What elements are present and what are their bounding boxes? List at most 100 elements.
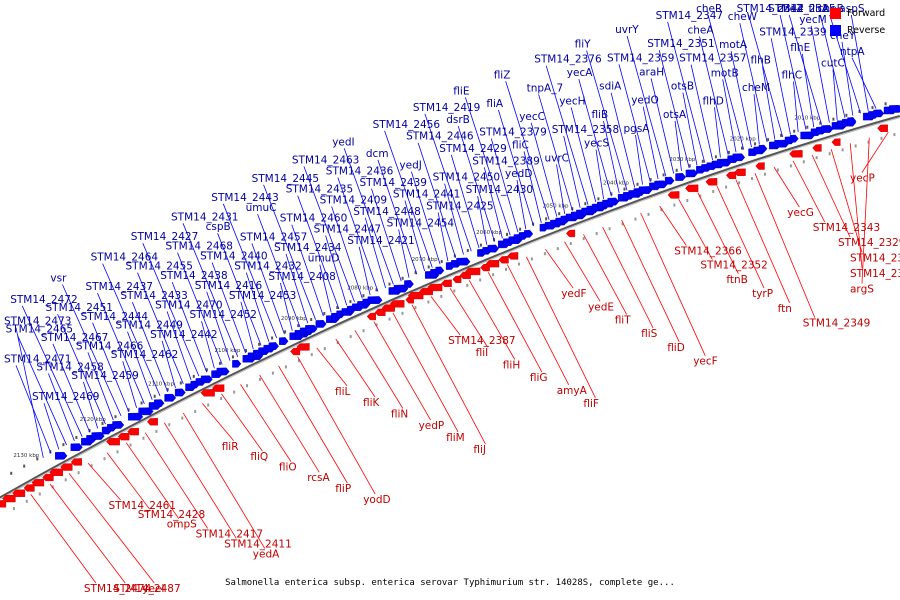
position-tick: [806, 125, 809, 129]
reverse-gene-label: STM14_2421: [347, 235, 414, 247]
position-tick: [246, 384, 248, 388]
reverse-leader-line: [177, 252, 223, 365]
reverse-gene-label: STM14_2460: [280, 213, 347, 225]
reverse-leader-line: [642, 106, 659, 180]
reverse-leader-line: [57, 313, 106, 425]
kbp-tick-label: 2090 kbp: [281, 316, 307, 322]
position-tick: [845, 113, 848, 117]
reverse-leader-line: [586, 50, 628, 191]
reverse-leader-line: [263, 184, 316, 320]
position-tick: [893, 133, 896, 137]
reverse-leader-line: [411, 171, 441, 265]
reverse-leader-line: [714, 107, 721, 158]
reverse-gene-label: STM14_2430: [466, 184, 533, 196]
forward-gene-arrow: [452, 275, 462, 283]
forward-gene-arrow: [498, 255, 509, 264]
position-tick: [466, 249, 469, 252]
position-tick: [558, 212, 561, 216]
reverse-gene-label: STM14_2325: [768, 3, 835, 15]
reverse-gene-arrow: [873, 109, 885, 118]
reverse-label: Reverse: [847, 25, 886, 36]
forward-leader-line: [697, 192, 739, 274]
reverse-gene-label: STM14_2455: [126, 261, 193, 273]
reverse-gene-label: STM14_2409: [320, 195, 387, 207]
reverse-gene-arrow: [732, 153, 746, 162]
reverse-gene-label: STM14_2468: [166, 241, 233, 253]
reverse-leader-line: [43, 403, 60, 450]
reverse-gene-arrow: [305, 324, 318, 333]
forward-gene-label: fliT: [615, 315, 632, 327]
reverse-leader-line: [483, 167, 503, 239]
position-tick: [23, 464, 26, 468]
reverse-leader-line: [217, 233, 262, 346]
reverse-leader-line: [142, 243, 200, 377]
forward-gene-label: fliN: [391, 409, 408, 421]
reverse-gene-arrow: [404, 280, 414, 288]
forward-gene-arrow: [212, 384, 225, 392]
reverse-gene-arrow: [315, 319, 327, 328]
forward-leader-line: [849, 143, 863, 268]
reverse-leader-line: [444, 183, 464, 255]
reverse-gene-label: STM14_2416: [195, 280, 263, 292]
reverse-leader-line: [820, 14, 846, 118]
position-tick: [142, 436, 145, 440]
reverse-gene-label: sdiA: [599, 81, 622, 93]
forward-leader-line: [297, 356, 376, 495]
position-tick: [220, 397, 223, 400]
reverse-gene-arrow: [70, 443, 83, 451]
reverse-leader-line: [523, 151, 542, 223]
position-tick: [310, 353, 313, 357]
reverse-gene-label: yecM: [799, 14, 827, 26]
reverse-leader-line: [358, 246, 371, 295]
reverse-gene-arrow: [685, 169, 698, 178]
position-tick: [349, 300, 352, 304]
forward-leader-line: [278, 365, 348, 484]
position-tick: [336, 306, 339, 309]
reverse-gene-label: fliA: [486, 98, 504, 110]
forward-leader-line: [678, 199, 713, 260]
position-tick: [375, 288, 378, 292]
forward-gene-arrow: [374, 308, 386, 316]
position-tick: [610, 192, 613, 196]
position-tick: [101, 422, 104, 426]
gene-labels: ntpAaspScheBcheYflhAcutCyecMcheZflhESTM1…: [4, 3, 900, 595]
forward-leader-line: [830, 148, 863, 253]
reverse-leader-line: [211, 262, 246, 354]
forward-swatch: [830, 8, 841, 19]
reverse-gene-label: vsr: [50, 273, 67, 285]
reverse-gene-label: uvrC: [545, 153, 570, 165]
position-tick: [181, 416, 184, 420]
forward-gene-label: fliF: [583, 398, 599, 410]
reverse-leader-line: [667, 21, 706, 163]
forward-gene-arrow: [31, 478, 45, 487]
reverse-leader-line: [424, 113, 472, 252]
reverse-leader-line: [793, 81, 799, 133]
position-tick: [675, 168, 678, 172]
forward-leader-line: [221, 393, 263, 452]
reverse-gene-label: fliC: [512, 139, 529, 151]
forward-leader-line: [811, 154, 851, 238]
reverse-leader-line: [15, 327, 44, 458]
reverse-gene-label: STM14_2441: [393, 189, 460, 201]
reverse-leader-line: [122, 361, 137, 409]
forward-gene-label: STM14_2474: [84, 583, 152, 595]
reverse-gene-label: STM14_2462: [111, 349, 178, 361]
position-tick: [153, 394, 156, 398]
forward-leader-line: [545, 248, 574, 289]
reverse-leader-line: [48, 373, 75, 442]
position-tick: [103, 457, 106, 461]
reverse-leader-line: [556, 164, 566, 214]
reverse-gene-arrow: [607, 197, 620, 206]
forward-gene-label: STM14_2343: [813, 222, 880, 234]
forward-gene-label: yeeI: [142, 583, 164, 595]
position-tick: [871, 106, 874, 110]
reverse-gene-label: STM14_2419: [413, 102, 480, 114]
reverse-leader-line: [325, 235, 348, 306]
position-tick: [388, 282, 391, 286]
reverse-gene-label: STM14_2470: [155, 300, 222, 312]
forward-leader-line: [735, 179, 790, 303]
reverse-leader-line: [851, 57, 877, 109]
forward-gene-label: ftnB: [726, 274, 748, 286]
reverse-leader-line: [331, 206, 363, 299]
reverse-leader-line: [17, 335, 67, 446]
